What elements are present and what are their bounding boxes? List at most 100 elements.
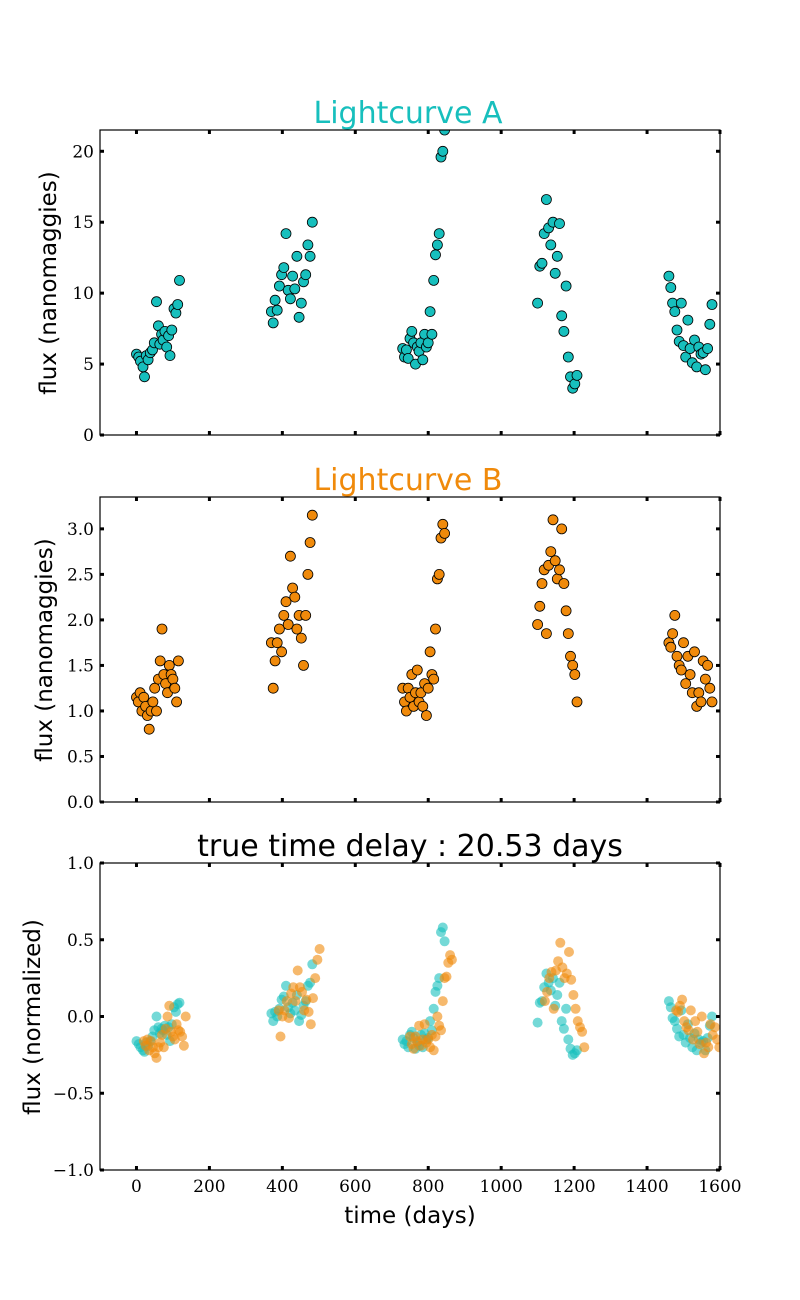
data-point	[712, 1034, 720, 1045]
data-point	[706, 299, 718, 310]
data-point	[570, 1003, 581, 1014]
data-point	[677, 994, 688, 1005]
y-tick-label: 15	[72, 213, 94, 233]
y-tick-label: 20	[72, 142, 94, 162]
data-point	[669, 306, 681, 318]
data-point	[283, 1013, 294, 1023]
y-tick-label: 2.5	[67, 565, 94, 585]
data-point	[561, 1003, 572, 1014]
data-point	[281, 996, 292, 1007]
data-point	[287, 582, 299, 594]
data-point	[541, 194, 552, 205]
axes-frame	[99, 496, 721, 803]
data-point	[267, 317, 279, 329]
data-point	[545, 239, 557, 251]
x-tick-label: 400	[266, 1177, 298, 1197]
data-point	[297, 986, 307, 997]
data-point	[703, 1042, 714, 1053]
data-point	[178, 1040, 189, 1051]
x-tick-label: 200	[193, 1177, 225, 1197]
data-point	[298, 660, 309, 671]
data-point	[306, 216, 318, 228]
data-point	[560, 605, 572, 617]
data-point	[269, 655, 281, 667]
data-point	[278, 262, 290, 274]
data-point	[567, 660, 579, 671]
data-point	[428, 1003, 439, 1014]
data-point	[709, 1022, 720, 1033]
data-point	[420, 710, 432, 721]
data-point	[536, 578, 548, 589]
data-point	[558, 325, 570, 337]
data-point	[291, 250, 303, 262]
data-point	[667, 628, 678, 639]
data-point	[269, 294, 281, 306]
data-point	[571, 696, 583, 708]
panel-b-marks	[131, 509, 718, 735]
data-point	[436, 1025, 446, 1036]
data-point	[171, 696, 183, 708]
data-point	[695, 696, 707, 708]
data-point	[714, 1042, 720, 1053]
data-point	[693, 687, 705, 699]
data-point	[302, 569, 314, 580]
data-point	[562, 351, 574, 363]
panel-c-title: true time delay : 20.53 days	[197, 829, 623, 864]
data-point	[675, 297, 687, 309]
data-point	[177, 1031, 188, 1042]
data-point	[564, 947, 574, 957]
data-point	[552, 990, 563, 1000]
data-point	[151, 1011, 162, 1022]
y-tick-label: 1.0	[67, 702, 94, 722]
panel-b-ylabel: flux (nanomaggies)	[32, 538, 58, 761]
data-point	[267, 682, 279, 694]
data-point	[704, 318, 716, 330]
data-point	[692, 1026, 703, 1037]
data-point	[284, 293, 296, 305]
data-point	[665, 641, 677, 653]
y-tick-label: 0.0	[67, 793, 94, 813]
data-point	[293, 311, 305, 323]
data-point	[158, 1042, 169, 1053]
data-point	[542, 986, 553, 997]
data-point	[566, 974, 577, 985]
data-point	[704, 682, 716, 694]
data-point	[428, 274, 440, 286]
panel-a-ylabel: flux (nanomaggies)	[36, 171, 62, 394]
data-point	[151, 296, 162, 308]
data-point	[571, 369, 583, 381]
data-point	[167, 673, 179, 685]
x-tick-label: 800	[412, 1177, 444, 1197]
data-point	[663, 270, 675, 282]
panel-a-title: Lightcurve A	[314, 96, 503, 131]
data-point	[174, 274, 185, 286]
data-point	[304, 250, 316, 262]
data-point	[682, 314, 694, 326]
data-point	[560, 280, 572, 292]
data-point	[539, 996, 550, 1007]
data-point	[162, 1011, 173, 1022]
y-tick-label: 1.0	[67, 854, 94, 874]
data-point	[180, 1011, 191, 1022]
data-point	[565, 650, 576, 662]
data-point	[164, 350, 176, 362]
data-point	[276, 646, 288, 658]
data-point	[579, 1042, 590, 1053]
data-point	[430, 249, 441, 261]
axes-frame	[99, 129, 721, 436]
data-point	[669, 1016, 680, 1027]
x-tick-label: 1600	[698, 1177, 741, 1197]
data-point	[556, 310, 568, 322]
data-point	[282, 619, 294, 630]
data-point	[665, 282, 677, 293]
data-point	[706, 696, 718, 708]
data-point	[290, 996, 301, 1007]
data-point	[302, 239, 314, 251]
data-point	[558, 578, 570, 589]
data-point	[437, 518, 449, 530]
data-point	[568, 990, 579, 1000]
y-tick-label: 3.0	[67, 520, 94, 540]
data-point	[547, 514, 559, 526]
data-point	[680, 678, 692, 689]
panel-b-axes: 0.0 0.5 1.0 1.5 2.0 2.5 3.0	[67, 496, 722, 813]
